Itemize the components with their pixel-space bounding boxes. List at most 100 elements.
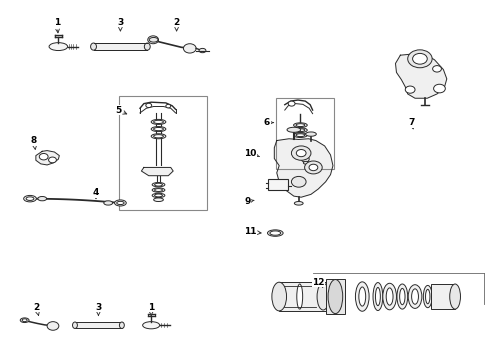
Circle shape (405, 86, 415, 93)
Ellipse shape (375, 287, 380, 306)
Circle shape (39, 153, 48, 160)
Ellipse shape (294, 128, 307, 132)
Ellipse shape (270, 231, 281, 235)
Ellipse shape (397, 284, 408, 309)
Ellipse shape (425, 289, 430, 304)
Ellipse shape (143, 321, 160, 329)
Circle shape (408, 50, 432, 68)
Ellipse shape (297, 284, 303, 309)
Ellipse shape (117, 201, 124, 204)
Ellipse shape (155, 183, 162, 186)
Text: 7: 7 (408, 118, 415, 129)
Circle shape (309, 164, 318, 171)
Ellipse shape (287, 127, 301, 132)
Text: 2: 2 (173, 18, 180, 31)
Text: 10: 10 (244, 149, 259, 158)
Ellipse shape (151, 120, 166, 125)
Text: 3: 3 (117, 18, 123, 31)
Ellipse shape (120, 322, 124, 328)
Circle shape (148, 36, 159, 44)
Circle shape (288, 101, 295, 106)
Bar (94, 43, 147, 50)
Polygon shape (395, 54, 447, 98)
Text: 1: 1 (148, 303, 154, 315)
Text: 8: 8 (31, 136, 37, 149)
Ellipse shape (272, 282, 287, 311)
Text: 3: 3 (95, 303, 101, 315)
Circle shape (146, 103, 152, 108)
Bar (119, 96, 207, 211)
Ellipse shape (22, 319, 27, 321)
Ellipse shape (145, 43, 150, 50)
Bar (268, 179, 288, 190)
Ellipse shape (20, 318, 29, 323)
Ellipse shape (154, 198, 163, 202)
Ellipse shape (152, 188, 165, 192)
Bar (431, 284, 455, 309)
Ellipse shape (268, 230, 283, 236)
Circle shape (183, 44, 196, 53)
Ellipse shape (154, 127, 163, 131)
Ellipse shape (317, 283, 329, 310)
Ellipse shape (383, 283, 396, 310)
Bar (276, 98, 334, 169)
Polygon shape (36, 150, 59, 165)
Polygon shape (142, 167, 173, 176)
Ellipse shape (104, 201, 113, 205)
Ellipse shape (328, 279, 343, 314)
Ellipse shape (296, 124, 305, 127)
Ellipse shape (152, 193, 165, 198)
Bar (75, 322, 122, 328)
Ellipse shape (149, 37, 158, 42)
Text: 5: 5 (115, 105, 127, 114)
Ellipse shape (303, 161, 309, 164)
Text: 6: 6 (264, 118, 273, 127)
Circle shape (49, 157, 56, 163)
Ellipse shape (294, 133, 307, 138)
Text: 2: 2 (33, 303, 40, 315)
Text: 4: 4 (93, 188, 99, 199)
Ellipse shape (355, 282, 369, 311)
Ellipse shape (155, 194, 162, 197)
Ellipse shape (373, 283, 383, 311)
Polygon shape (274, 139, 333, 197)
Circle shape (305, 161, 322, 174)
Circle shape (433, 66, 441, 72)
Ellipse shape (296, 134, 305, 136)
Ellipse shape (408, 285, 422, 309)
Ellipse shape (152, 183, 165, 187)
Ellipse shape (306, 132, 317, 136)
Text: 1: 1 (54, 18, 60, 33)
Ellipse shape (154, 135, 163, 138)
Ellipse shape (38, 197, 47, 201)
Text: 9: 9 (244, 197, 254, 206)
Circle shape (292, 176, 306, 187)
Ellipse shape (73, 322, 77, 328)
Circle shape (47, 321, 59, 330)
Ellipse shape (296, 129, 305, 132)
Circle shape (292, 146, 311, 160)
Ellipse shape (412, 289, 418, 304)
Bar (326, 279, 345, 315)
Ellipse shape (386, 288, 393, 305)
Ellipse shape (49, 42, 68, 50)
Ellipse shape (294, 202, 303, 205)
Circle shape (301, 156, 309, 162)
Text: 12: 12 (312, 278, 324, 287)
Ellipse shape (359, 287, 366, 306)
Ellipse shape (450, 284, 461, 309)
Ellipse shape (155, 189, 162, 192)
Ellipse shape (26, 197, 34, 201)
Ellipse shape (423, 285, 432, 308)
Ellipse shape (154, 120, 163, 123)
Text: 11: 11 (244, 228, 261, 237)
Ellipse shape (294, 123, 307, 127)
Circle shape (434, 84, 445, 93)
Ellipse shape (151, 127, 166, 132)
Ellipse shape (199, 48, 206, 53)
Circle shape (413, 53, 427, 64)
Ellipse shape (400, 288, 405, 305)
Circle shape (296, 149, 306, 157)
Ellipse shape (91, 43, 97, 50)
Ellipse shape (24, 195, 36, 202)
